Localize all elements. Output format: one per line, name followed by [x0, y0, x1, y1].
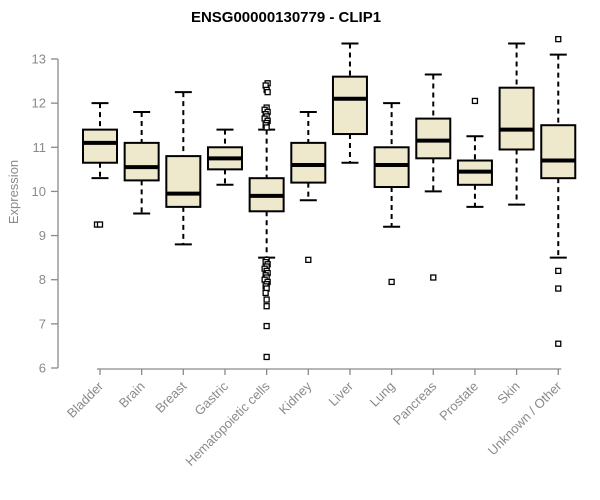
iqr-box	[165, 155, 202, 208]
x-tick-label: Pancreas	[390, 378, 440, 428]
iqr-box	[82, 128, 118, 164]
x-tick-label: Unknown / Other	[485, 378, 565, 458]
outlier-point	[263, 322, 270, 330]
boxplot-skin	[498, 42, 535, 206]
x-tick-label: Lung	[367, 379, 398, 410]
boxplot-liver	[331, 42, 368, 164]
boxplot-breast	[165, 91, 202, 246]
outlier-point	[263, 296, 270, 303]
iqr-box	[331, 75, 368, 136]
iqr-box	[373, 146, 410, 189]
y-tick-label: 12	[32, 96, 46, 111]
x-tick-label: Skin	[494, 379, 522, 407]
boxplot-brain	[123, 110, 160, 215]
outlier-point	[471, 97, 479, 105]
outlier-point	[388, 278, 395, 286]
boxplot-kidney	[290, 110, 327, 264]
y-tick-label: 9	[39, 228, 46, 243]
y-tick-label: 7	[39, 316, 46, 331]
y-tick-label: 13	[32, 52, 46, 67]
boxplot-lung	[373, 102, 410, 286]
boxplot-bladder	[82, 102, 118, 228]
x-tick-label: Liver	[326, 378, 357, 409]
outlier-point	[96, 221, 104, 228]
iqr-box	[498, 86, 535, 151]
iqr-box	[123, 141, 160, 182]
boxplot-gastric	[206, 128, 243, 186]
y-tick-label: 8	[39, 272, 46, 287]
outlier-point	[555, 285, 562, 292]
iqr-box	[415, 117, 452, 160]
x-tick-label: Bladder	[64, 378, 107, 421]
x-tick-label: Gastric	[191, 378, 231, 418]
outlier-point	[555, 35, 562, 43]
outlier-point	[264, 88, 271, 96]
iqr-box	[540, 124, 577, 180]
x-tick-label: Prostate	[436, 379, 481, 424]
outlier-point	[263, 353, 270, 361]
boxplot-prostate	[456, 97, 493, 208]
x-tick-label: Breast	[152, 378, 189, 415]
outlier-point	[263, 303, 270, 310]
boxplot-unknown-other	[540, 35, 577, 347]
chart-title: ENSG00000130779 - CLIP1	[190, 9, 382, 26]
y-tick-label: 10	[32, 184, 46, 199]
x-tick-label: Kidney	[276, 378, 315, 417]
outlier-point	[263, 124, 270, 131]
outlier-point	[555, 267, 562, 275]
boxplot-pancreas	[415, 73, 452, 281]
y-tick-label: 6	[39, 361, 46, 376]
iqr-box	[290, 141, 327, 184]
outlier-point	[262, 289, 269, 297]
y-tick-label: 11	[33, 140, 47, 155]
x-tick-label: Brain	[116, 379, 148, 411]
boxplot-hematopoietic-cells	[248, 80, 285, 361]
outlier-point	[430, 274, 437, 281]
outlier-point	[305, 256, 312, 264]
outlier-point	[555, 340, 562, 347]
